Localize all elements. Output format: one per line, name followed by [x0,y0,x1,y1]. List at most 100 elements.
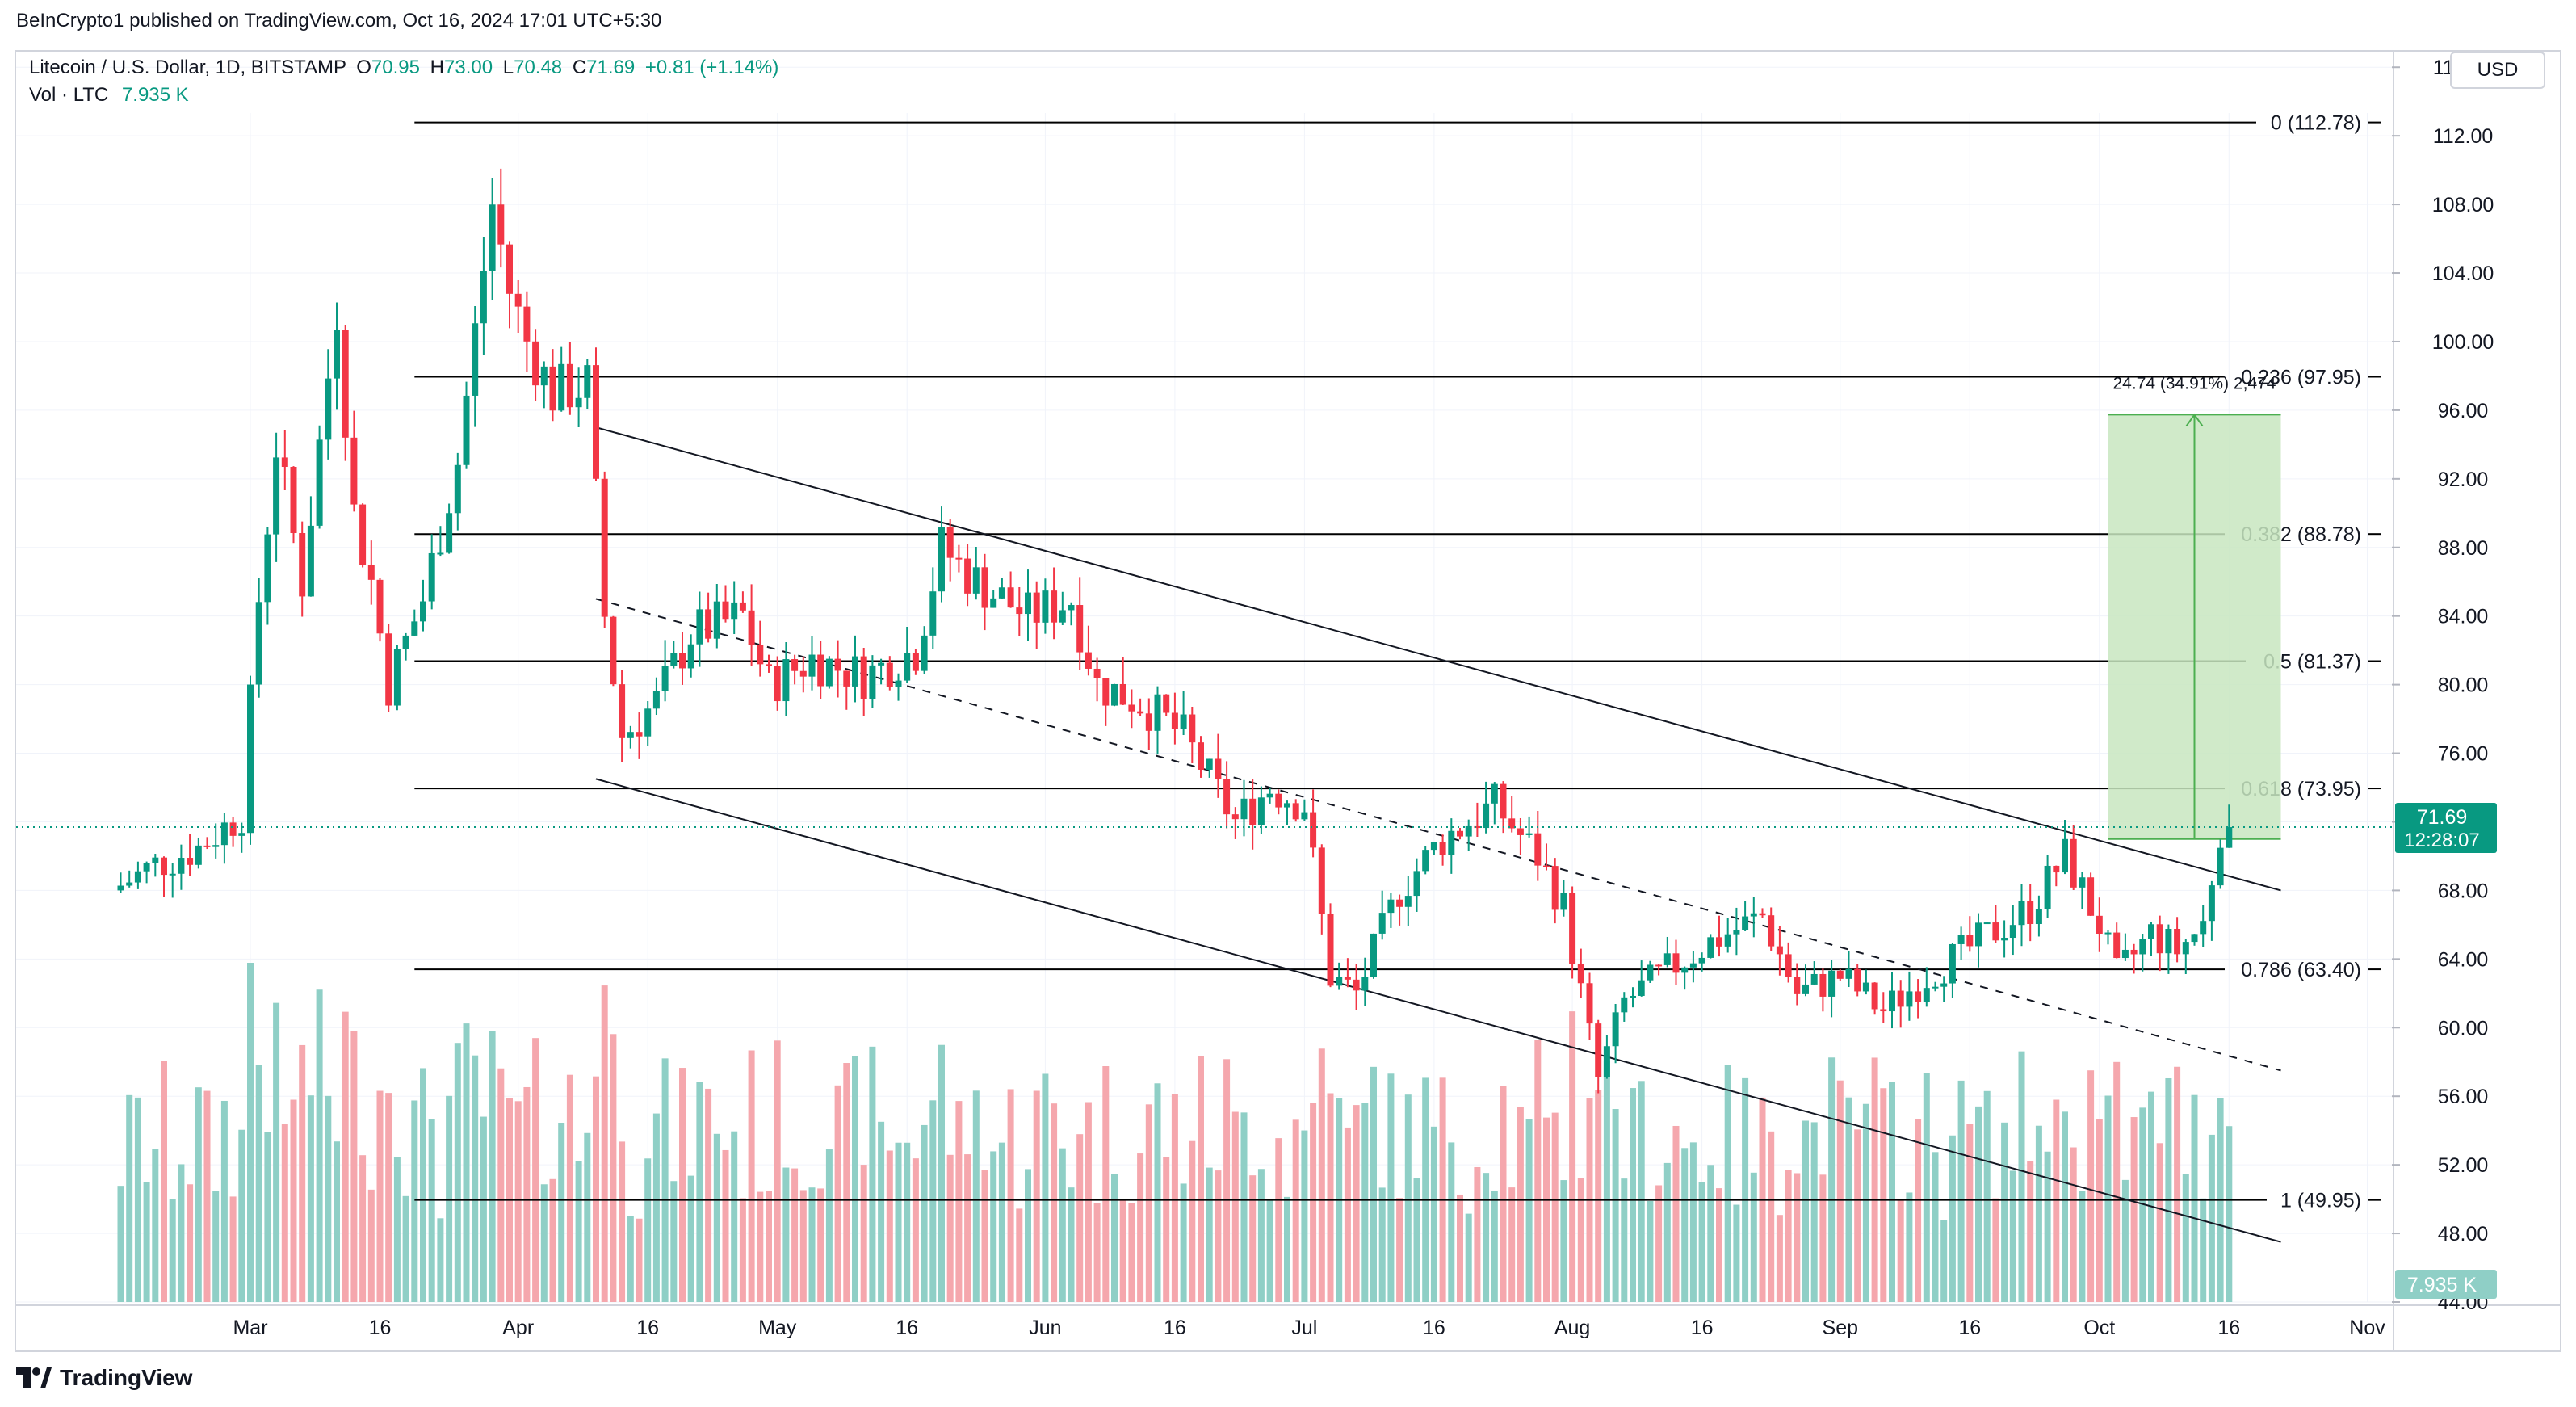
candle-body [299,533,306,597]
candle-body [152,857,159,863]
candle-body [1491,783,1498,804]
candle-body [636,732,643,737]
candlesticks [117,168,2233,1094]
candle-body [247,684,254,834]
volume-bar [1292,1119,1299,1302]
candle-body [964,558,971,594]
volume-bar [1301,1130,1308,1302]
candle-body [955,557,963,560]
candle-body [1051,590,1058,623]
volume-axis-badge [2395,1270,2497,1299]
volume-bar [1724,1065,1731,1302]
candle-body [1630,995,1636,998]
volume-bar [532,1038,539,1302]
candle-body [497,204,505,245]
candle-body [1396,899,1403,907]
candle-body [178,858,185,874]
fibonacci-retracement: 0 (112.78)0.236 (97.95)0.382 (88.78)0.5 … [414,112,2381,1212]
candle-body [1336,976,1343,986]
candle-body [2217,847,2224,886]
candle-body [946,527,954,558]
candle-body [1163,694,1170,713]
volume-bar [1508,1187,1516,1302]
volume-bar [1828,1057,1836,1302]
candle-body [264,534,271,603]
candle-body [428,552,435,602]
candle-body [1085,652,1092,669]
candle-body [1707,937,1714,958]
volume-bar [2087,1070,2095,1302]
open-label: O [356,57,371,78]
candle-body [1940,983,1948,987]
y-tick-label: 64.00 [2438,948,2489,971]
volume-bar [1681,1148,1689,1302]
close-value: 71.69 [586,57,636,78]
change-value: +0.81 (+1.14%) [644,57,779,78]
currency-selector[interactable]: USD [2450,52,2545,89]
tradingview-logo[interactable]: TradingView [16,1365,192,1391]
candle-body [1430,842,1437,850]
candle-body [834,658,841,671]
volume-bar [1672,1125,1680,1302]
candle-body [1517,828,1524,835]
candle-body [808,654,816,677]
x-tick-label: 16 [1958,1317,1981,1339]
candle-body [2062,838,2068,873]
volume-bar [1707,1165,1714,1302]
channel-upper-line [595,426,2281,892]
volume-bar [393,1157,401,1302]
candle-body [886,662,893,687]
volume-bar [1102,1066,1110,1302]
candle-body [1854,968,1861,992]
volume-bar [402,1195,409,1302]
candle-body [540,366,548,386]
volume-bar [1198,1056,1204,1302]
volume-bar [1404,1094,1412,1302]
volume-label: Vol · LTC [29,84,109,106]
footer-brand: TradingView [60,1365,193,1390]
volume-legend: Vol · LTC 7.935 K [29,84,189,107]
volume-bar [1068,1187,1075,1302]
volume-bar [955,1101,963,1302]
x-tick-label: Nov [2349,1317,2385,1339]
volume-bar [1932,1152,1939,1302]
volume-bar [161,1060,167,1302]
candle-body [558,363,565,411]
volume-bar [1378,1187,1386,1302]
volume-bar [2096,1119,2103,1302]
volume-bar [990,1151,997,1302]
candle-body [1059,610,1066,623]
volume-bar [1880,1088,1887,1302]
volume-bar [575,1161,582,1302]
volume-bar [1836,1080,1844,1302]
volume-bar [1742,1077,1749,1302]
candle-body [2018,901,2025,926]
volume-bar [886,1150,893,1302]
candle-body [187,858,194,865]
candle-body [1923,988,1930,1002]
candle-body [2174,929,2181,955]
candle-body [2053,865,2060,873]
candle-body [1119,683,1126,705]
volume-bar [126,1094,133,1302]
fib-label: 0 (112.78) [2271,112,2361,135]
volume-bar [878,1121,885,1302]
volume-bar [514,1101,522,1302]
volume-bar [367,1189,375,1302]
volume-bar [964,1154,971,1302]
chart-frame [15,50,2561,1352]
y-tick-label: 104.00 [2432,262,2494,285]
volume-bar [1387,1073,1395,1302]
volume-bar [2053,1099,2060,1302]
candle-body [722,601,729,620]
candle-body [869,665,876,699]
candle-body [489,204,496,271]
volume-bar [1163,1157,1170,1302]
volume-bar [1085,1102,1092,1302]
candle-body [1206,758,1213,770]
volume-bar [1206,1167,1213,1302]
volume-bar [1750,1172,1757,1302]
volume-bar [220,1100,228,1302]
volume-bar [601,985,608,1302]
